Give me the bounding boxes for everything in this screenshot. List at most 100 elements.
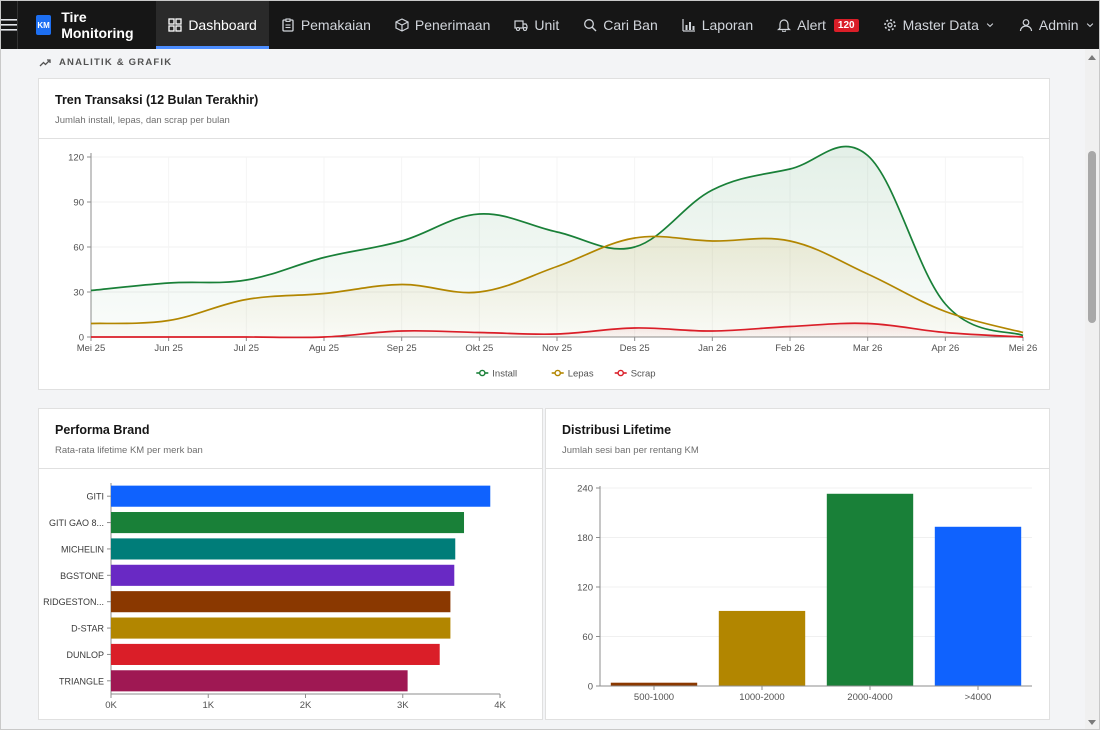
series-line-install[interactable] [90, 145, 1024, 337]
nav-label-laporan: Laporan [701, 17, 754, 33]
lifetime-category-label: 2000-4000 [847, 692, 892, 703]
nav-alert[interactable]: Alert 120 [765, 1, 870, 49]
bar-chart-icon [682, 19, 695, 32]
user-icon [1019, 19, 1032, 32]
series-area-lepas [91, 236, 1023, 337]
nav-penerimaan[interactable]: Penerimaan [383, 1, 503, 49]
trend-y-tick-label: 60 [73, 243, 84, 254]
nav-laporan[interactable]: Laporan [670, 1, 765, 49]
nav-label-cari-ban: Cari Ban [603, 17, 658, 33]
brand-bar-giti[interactable] [111, 485, 491, 507]
trend-y-tick-label: 120 [68, 153, 84, 164]
lifetime-category-label: 500-1000 [634, 692, 674, 703]
trending-up-icon [39, 59, 51, 67]
gear-icon [883, 19, 896, 31]
brand-category-label: GITI GAO 8... [49, 518, 104, 528]
nav-cari-ban[interactable]: Cari Ban [571, 1, 669, 49]
menu-toggle-button[interactable] [1, 1, 18, 49]
brand-bar-ridgeston[interactable] [111, 591, 451, 613]
trend-x-tick-label: Mei 26 [1009, 343, 1038, 354]
dashboard-icon [168, 18, 182, 32]
brand-card-subtitle: Rata-rata lifetime KM per merk ban [55, 445, 203, 456]
lifetime-bar-1000-2000[interactable] [718, 610, 806, 686]
trend-x-tick-label: Nov 25 [542, 343, 572, 354]
section-heading-text: ANALITIK & GRAFIK [59, 57, 173, 68]
lifetime-category-label: 1000-2000 [739, 692, 784, 703]
page-scrollbar[interactable] [1085, 49, 1099, 729]
nav-unit[interactable]: Unit [502, 1, 571, 49]
app-logo: KM [36, 15, 52, 35]
brand-x-tick-label: 3K [397, 700, 409, 711]
brand-category-label: GITI [87, 492, 105, 502]
nav-label-dashboard: Dashboard [188, 17, 257, 33]
bell-icon [777, 19, 792, 32]
app-name: Tire Monitoring [61, 9, 134, 41]
series-line-scrap[interactable] [90, 322, 1024, 339]
brand-bar-michelin[interactable] [111, 538, 456, 560]
brand-bar-triangle[interactable] [111, 670, 408, 692]
hamburger-icon [1, 19, 17, 31]
lifetime-card-title: Distribusi Lifetime [562, 423, 672, 437]
legend-item-lepas[interactable]: Lepas [551, 369, 594, 380]
trend-y-tick-label: 90 [73, 198, 84, 209]
legend-label: Lepas [568, 369, 594, 380]
nav-pemakaian[interactable]: Pemakaian [269, 1, 383, 49]
section-heading: ANALITIK & GRAFIK [39, 57, 172, 68]
lifetime-bar-500-1000[interactable] [610, 682, 698, 686]
scroll-thumb[interactable] [1088, 151, 1096, 323]
trend-card-subtitle: Jumlah install, lepas, dan scrap per bul… [55, 115, 230, 126]
legend-label: Scrap [631, 369, 656, 380]
trend-x-tick-label: Mar 26 [853, 343, 883, 354]
brand-x-tick-label: 1K [202, 700, 214, 711]
brand[interactable]: KM Tire Monitoring [18, 1, 156, 49]
trend-x-tick-label: Agu 25 [309, 343, 339, 354]
lifetime-y-tick-label: 180 [577, 533, 593, 544]
lifetime-chart-card: Distribusi Lifetime Jumlah sesi ban per … [545, 408, 1050, 720]
brand-category-label: RIDGESTON... [43, 597, 104, 607]
brand-bar-d-star[interactable] [111, 617, 451, 639]
scroll-up-icon[interactable] [1088, 55, 1096, 60]
trend-x-tick-label: Des 25 [620, 343, 650, 354]
top-navigation: KM Tire Monitoring Dashboard Pemakaian P… [1, 1, 1099, 49]
lifetime-bar-4000[interactable] [934, 526, 1022, 686]
nav-user-menu[interactable]: Admin [1007, 1, 1099, 49]
trend-y-tick-label: 0 [79, 333, 84, 344]
user-name: Admin [1038, 17, 1079, 33]
trend-x-tick-label: Sep 25 [387, 343, 417, 354]
lifetime-category-label: >4000 [965, 692, 992, 703]
lifetime-bar-chart: 0 60 120 180 240 500-1000 1000-2000 2000-4000 >4… [577, 484, 1032, 703]
brand-x-tick-label: 0K [105, 700, 117, 711]
legend-item-scrap[interactable]: Scrap [614, 369, 656, 380]
lifetime-card-header: Distribusi Lifetime Jumlah sesi ban per … [546, 409, 1049, 469]
brand-card-header: Performa Brand Rata-rata lifetime KM per… [39, 409, 542, 469]
brand-chart-card: Performa Brand Rata-rata lifetime KM per… [38, 408, 543, 720]
trend-x-tick-label: Okt 25 [465, 343, 493, 354]
nav-dashboard[interactable]: Dashboard [156, 1, 269, 49]
brand-x-tick-label: 2K [300, 700, 312, 711]
brand-category-label: MICHELIN [61, 544, 104, 554]
lifetime-y-tick-label: 60 [582, 632, 593, 643]
trend-x-tick-label: Jun 25 [154, 343, 183, 354]
brand-bar-bgstone[interactable] [111, 564, 455, 586]
trend-x-tick-label: Feb 26 [775, 343, 805, 354]
chevron-down-icon [1086, 23, 1093, 28]
brand-bar-dunlop[interactable] [111, 643, 440, 665]
nav-master-data[interactable]: Master Data [871, 1, 1007, 49]
trend-x-tick-label: Apr 26 [931, 343, 959, 354]
lifetime-y-tick-label: 0 [588, 682, 593, 693]
brand-bar-chart: GITI GITI GAO 8... MICHELIN BGSTONE RIDGESTO… [43, 483, 506, 711]
lifetime-bar-2000-4000[interactable] [826, 493, 914, 686]
lifetime-y-tick-label: 120 [577, 583, 593, 594]
brand-category-label: DUNLOP [66, 650, 104, 660]
brand-bar-giti-gao-8[interactable] [111, 512, 465, 534]
series-line-lepas[interactable] [90, 235, 1024, 334]
trend-card-header: Tren Transaksi (12 Bulan Terakhir) Jumla… [39, 79, 1049, 139]
alert-count-badge: 120 [833, 18, 859, 32]
truck-icon [514, 20, 528, 32]
brand-card-title: Performa Brand [55, 423, 150, 437]
brand-x-tick-label: 4K [494, 700, 506, 711]
scroll-down-icon[interactable] [1088, 720, 1096, 725]
legend-item-install[interactable]: Install [476, 369, 517, 380]
lifetime-y-tick-label: 240 [577, 484, 593, 495]
search-icon [584, 19, 597, 32]
